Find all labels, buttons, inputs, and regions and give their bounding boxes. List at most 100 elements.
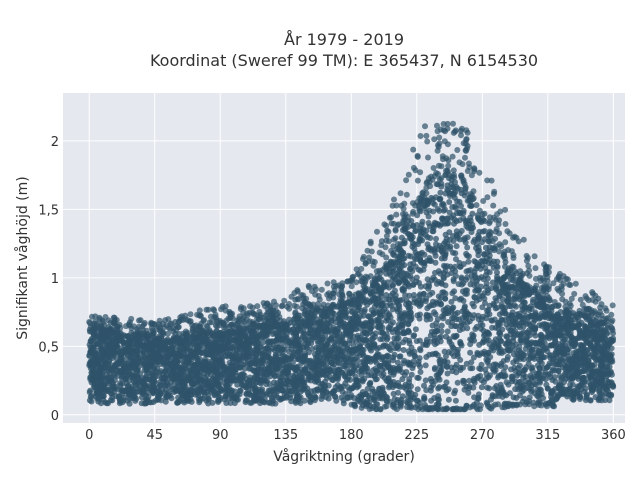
scatter-point — [421, 394, 428, 400]
scatter-point — [368, 291, 375, 298]
scatter-point — [433, 372, 440, 379]
scatter-point — [436, 196, 443, 202]
scatter-point — [340, 363, 347, 370]
scatter-point — [354, 332, 361, 339]
scatter-point — [475, 391, 482, 398]
scatter-point — [459, 288, 466, 295]
scatter-point — [501, 373, 508, 380]
scatter-point — [406, 292, 413, 299]
scatter-point — [395, 263, 402, 270]
scatter-point — [444, 363, 451, 370]
scatter-point — [564, 349, 571, 356]
scatter-point — [475, 235, 482, 242]
scatter-point — [401, 372, 408, 379]
scatter-point — [449, 344, 456, 351]
scatter-point — [449, 290, 456, 297]
scatter-point — [339, 336, 346, 343]
scatter-point — [419, 218, 426, 225]
scatter-point — [349, 368, 356, 375]
scatter-point — [484, 289, 491, 296]
scatter-point — [383, 292, 390, 298]
scatter-point — [309, 336, 316, 343]
scatter-point — [454, 185, 461, 192]
scatter-point — [307, 377, 314, 384]
scatter-point — [138, 400, 145, 407]
scatter-point — [568, 335, 575, 342]
scatter-point — [406, 337, 413, 344]
scatter-point — [429, 228, 436, 235]
scatter-point — [401, 357, 408, 364]
scatter-point — [430, 274, 437, 281]
scatter-point — [452, 273, 459, 279]
scatter-point — [444, 182, 451, 189]
scatter-point — [507, 390, 513, 397]
scatter-point — [491, 258, 497, 265]
scatter-point — [475, 252, 482, 259]
scatter-point — [477, 372, 484, 379]
scatter-point — [359, 378, 366, 385]
scatter-point — [153, 397, 159, 404]
scatter-point — [497, 338, 504, 344]
scatter-point — [456, 236, 463, 243]
scatter-point — [466, 383, 473, 390]
scatter-point — [528, 374, 535, 381]
scatter-point — [322, 345, 329, 352]
scatter-point — [135, 364, 142, 371]
scatter-point — [530, 296, 537, 303]
scatter-point — [435, 246, 442, 253]
scatter-point — [401, 286, 408, 293]
scatter-point — [286, 348, 293, 355]
scatter-point — [367, 358, 374, 365]
scatter-point — [457, 263, 464, 270]
scatter-point — [491, 385, 498, 392]
scatter-point — [440, 202, 447, 209]
scatter-point — [364, 368, 371, 375]
scatter-point — [345, 328, 352, 335]
scatter-point — [507, 331, 514, 338]
scatter-point — [551, 374, 558, 381]
scatter-point — [416, 337, 423, 344]
scatter-point — [546, 310, 553, 317]
scatter-point — [533, 370, 540, 377]
scatter-point — [271, 373, 278, 380]
scatter-point — [271, 391, 278, 398]
scatter-point — [453, 348, 460, 355]
scatter-point — [467, 349, 474, 356]
scatter-point — [86, 397, 93, 404]
scatter-point — [341, 323, 348, 330]
scatter-point — [479, 322, 486, 329]
scatter-point — [446, 190, 453, 197]
scatter-point — [224, 382, 231, 389]
scatter-point — [205, 396, 212, 403]
scatter-point — [449, 265, 456, 272]
scatter-point — [253, 352, 259, 359]
scatter-point — [458, 274, 465, 281]
scatter-point — [484, 249, 491, 256]
scatter-point — [464, 319, 471, 326]
scatter-point — [386, 311, 393, 318]
scatter-point — [421, 382, 427, 389]
scatter-point — [591, 354, 598, 361]
scatter-point — [427, 235, 434, 241]
scatter-point — [580, 374, 587, 381]
scatter-point — [471, 394, 478, 401]
scatter-point — [286, 355, 293, 362]
scatter-point — [241, 333, 248, 340]
scatter-point — [581, 368, 587, 375]
scatter-point — [375, 295, 382, 302]
scatter-point — [120, 397, 127, 404]
scatter-point — [98, 337, 105, 344]
scatter-point — [458, 227, 465, 234]
scatter-point — [504, 273, 511, 280]
scatter-point — [124, 383, 131, 390]
scatter-point — [417, 208, 424, 215]
scatter-point — [312, 394, 319, 401]
scatter-point — [436, 298, 443, 305]
scatter-point — [544, 328, 551, 335]
scatter-point — [579, 327, 586, 334]
scatter-point — [209, 399, 216, 406]
scatter-point — [453, 218, 460, 225]
scatter-point — [426, 207, 433, 214]
scatter-point — [518, 337, 525, 344]
scatter-point — [591, 361, 598, 368]
